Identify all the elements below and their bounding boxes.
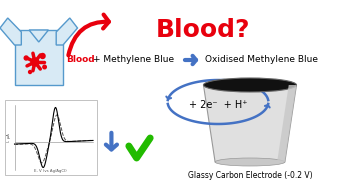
Text: E, V (vs Ag/AgCl): E, V (vs Ag/AgCl) <box>34 169 67 173</box>
Polygon shape <box>277 85 297 162</box>
Polygon shape <box>0 18 21 45</box>
Polygon shape <box>29 30 49 42</box>
Circle shape <box>40 53 45 59</box>
Polygon shape <box>14 30 63 85</box>
Text: Glassy Carbon Electrode (-0.2 V): Glassy Carbon Electrode (-0.2 V) <box>188 171 312 180</box>
Polygon shape <box>56 18 77 45</box>
Ellipse shape <box>203 78 297 92</box>
Circle shape <box>24 56 28 60</box>
Bar <box>5 100 97 175</box>
Text: + 2e⁻  + H⁺: + 2e⁻ + H⁺ <box>189 100 247 110</box>
Circle shape <box>43 65 46 69</box>
Ellipse shape <box>215 158 285 166</box>
Text: Blood: Blood <box>66 56 95 64</box>
Text: Oxidised Methylene Blue: Oxidised Methylene Blue <box>205 56 319 64</box>
Circle shape <box>29 70 32 74</box>
Text: + Methylene Blue: + Methylene Blue <box>93 56 174 64</box>
Text: I, μA: I, μA <box>7 133 11 142</box>
Circle shape <box>31 58 39 66</box>
Polygon shape <box>203 85 297 162</box>
Text: Blood?: Blood? <box>156 18 251 42</box>
